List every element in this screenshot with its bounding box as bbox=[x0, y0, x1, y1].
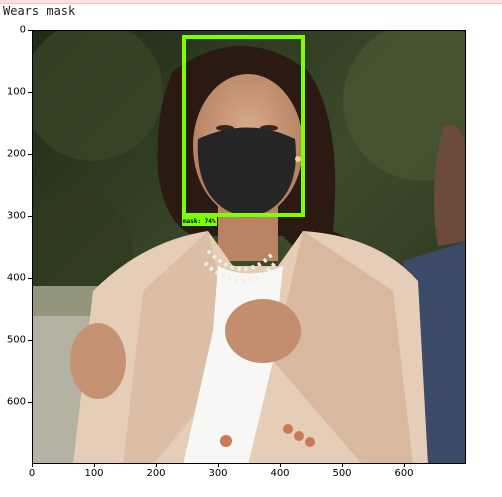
cell-output-text: Wears mask bbox=[3, 4, 76, 18]
y-tick-label: 400 bbox=[6, 272, 26, 284]
y-tick-label: 500 bbox=[6, 334, 26, 346]
y-tick-mark-200 bbox=[28, 154, 32, 155]
y-tick-mark-400 bbox=[28, 278, 32, 279]
photo-image bbox=[33, 31, 465, 463]
x-tick-mark-200 bbox=[156, 464, 157, 467]
x-tick-label: 200 bbox=[146, 468, 166, 479]
y-tick-mark-300 bbox=[28, 216, 32, 217]
detection-box bbox=[182, 35, 305, 217]
previous-cell-strip bbox=[0, 0, 502, 4]
y-tick-mark-0 bbox=[28, 30, 32, 31]
detection-label: mask: 74% bbox=[182, 217, 217, 226]
x-tick-label: 400 bbox=[270, 468, 290, 479]
x-tick-label: 100 bbox=[84, 468, 104, 479]
x-tick-label: 300 bbox=[208, 468, 228, 479]
x-tick-label: 600 bbox=[394, 468, 414, 479]
y-tick-label: 300 bbox=[6, 210, 26, 222]
x-tick-mark-400 bbox=[280, 464, 281, 467]
y-tick-label: 0 bbox=[19, 24, 26, 36]
y-tick-mark-600 bbox=[28, 402, 32, 403]
x-tick-mark-100 bbox=[94, 464, 95, 467]
y-tick-label: 600 bbox=[6, 396, 26, 408]
x-tick-label: 0 bbox=[28, 468, 36, 479]
y-tick-mark-100 bbox=[28, 92, 32, 93]
x-tick-label: 500 bbox=[332, 468, 352, 479]
x-tick-mark-0 bbox=[32, 464, 33, 467]
y-tick-label: 100 bbox=[6, 86, 26, 98]
x-tick-mark-600 bbox=[404, 464, 405, 467]
x-tick-mark-300 bbox=[218, 464, 219, 467]
y-tick-mark-500 bbox=[28, 340, 32, 341]
y-tick-label: 200 bbox=[6, 148, 26, 160]
x-tick-mark-500 bbox=[342, 464, 343, 467]
plot-area: mask: 74% bbox=[32, 30, 466, 464]
